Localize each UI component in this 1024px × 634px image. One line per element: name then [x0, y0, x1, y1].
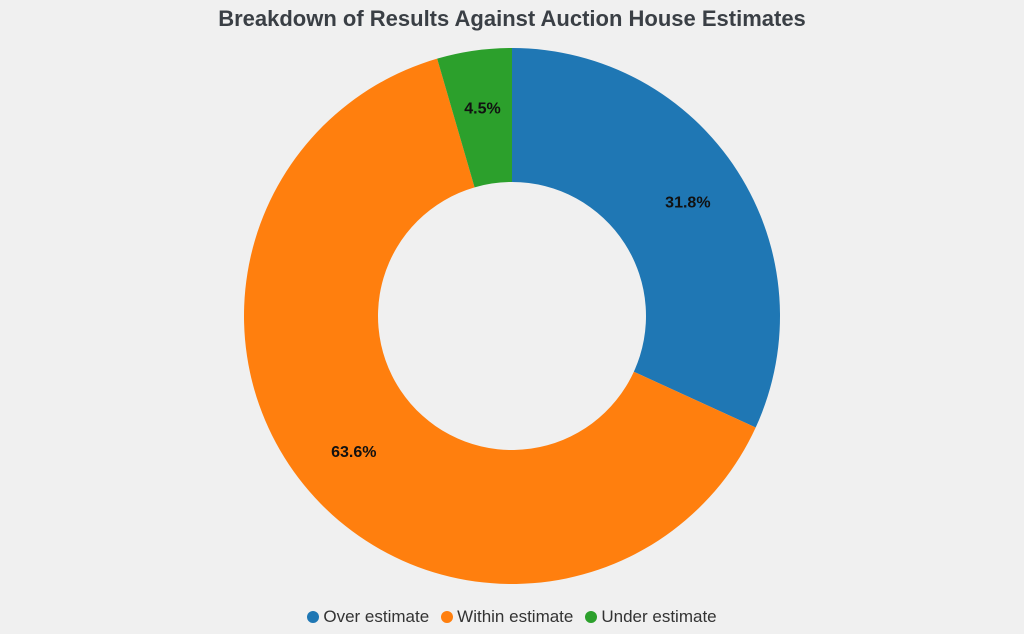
legend-item-within-estimate[interactable]: Within estimate: [441, 607, 573, 627]
slice-label-over-estimate: 31.8%: [665, 194, 710, 211]
slice-label-under-estimate: 4.5%: [464, 100, 500, 117]
legend-label-within-estimate: Within estimate: [457, 607, 574, 626]
slice-over-estimate[interactable]: [512, 48, 780, 428]
legend-item-under-estimate[interactable]: Under estimate: [585, 607, 717, 627]
legend-swatch-over-estimate: [307, 611, 320, 623]
slice-under-estimate[interactable]: [437, 48, 512, 188]
legend-label-over-estimate: Over estimate: [323, 607, 430, 626]
slice-within-estimate[interactable]: [244, 58, 756, 584]
legend: Over estimate Within estimate Under esti…: [0, 607, 1024, 627]
chart-title: Breakdown of Results Against Auction Hou…: [218, 6, 806, 31]
legend-swatch-under-estimate: [585, 611, 598, 623]
legend-item-over-estimate[interactable]: Over estimate: [307, 607, 429, 627]
slice-label-within-estimate: 63.6%: [331, 444, 376, 461]
legend-label-under-estimate: Under estimate: [601, 607, 717, 626]
legend-swatch-within-estimate: [441, 611, 454, 623]
